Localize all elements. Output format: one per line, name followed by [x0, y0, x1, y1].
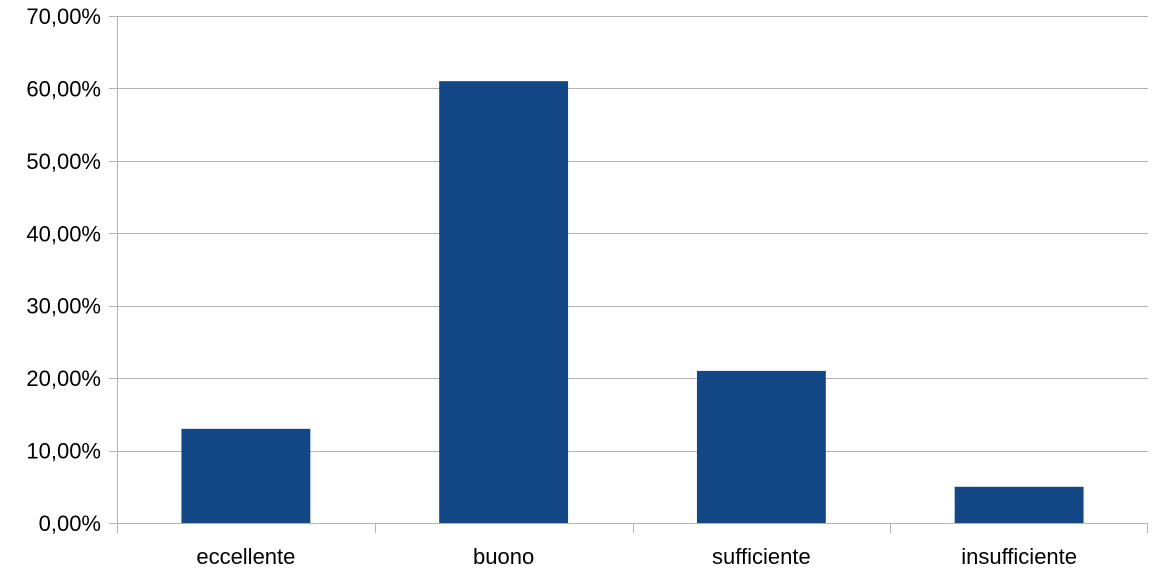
bar-buono [439, 81, 569, 523]
y-tick-label: 0,00% [39, 511, 101, 536]
x-tick-label: eccellente [196, 544, 295, 569]
y-tick-label: 70,00% [26, 4, 101, 29]
x-tick-label: buono [473, 544, 534, 569]
y-tick-labels: 0,00% 10,00% 20,00% 30,00% 40,00% 50,00% 60,00… [26, 4, 101, 536]
y-tick-label: 20,00% [26, 366, 101, 391]
bar-sufficiente [696, 370, 826, 523]
y-tick-label: 40,00% [26, 221, 101, 246]
bar-eccellente [181, 428, 311, 523]
x-tick-labels: eccellente buono sufficiente insufficiente [196, 544, 1077, 569]
y-tick-label: 60,00% [26, 76, 101, 101]
y-tick-label: 30,00% [26, 294, 101, 319]
bar-insufficiente [954, 486, 1084, 523]
x-tick-label: sufficiente [712, 544, 811, 569]
y-tick-label: 10,00% [26, 439, 101, 464]
y-tick-label: 50,00% [26, 149, 101, 174]
axes [117, 16, 1148, 533]
bars [181, 81, 1084, 523]
x-tick-label: insufficiente [961, 544, 1077, 569]
